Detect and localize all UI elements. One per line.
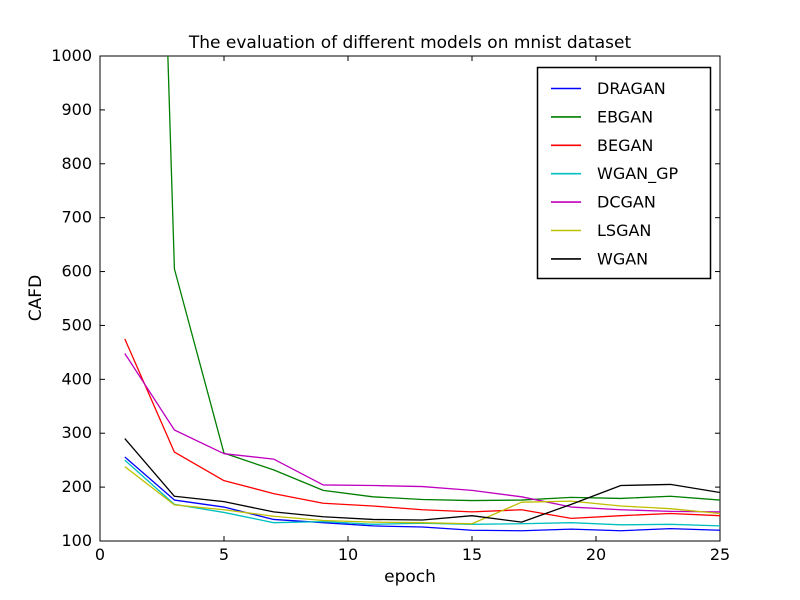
legend-label: WGAN_GP <box>597 164 679 184</box>
y-tick-label: 700 <box>61 208 92 227</box>
y-tick-label: 500 <box>61 315 92 334</box>
legend-label: DRAGAN <box>597 79 666 98</box>
legend-label: WGAN <box>597 249 648 268</box>
x-tick-label: 10 <box>338 545 358 564</box>
legend-label: LSGAN <box>597 221 651 240</box>
y-tick-label: 900 <box>61 100 92 119</box>
y-tick-label: 200 <box>61 477 92 496</box>
series-line-DCGAN <box>124 353 720 513</box>
x-tick-label: 5 <box>219 545 229 564</box>
x-axis-label: epoch <box>384 567 436 587</box>
y-tick-label: 100 <box>61 531 92 550</box>
series-line-WGAN_GP <box>124 459 720 527</box>
legend-label: DCGAN <box>597 193 656 212</box>
x-tick-label: 25 <box>710 545 730 564</box>
series-line-BEGAN <box>124 338 720 520</box>
x-tick-label: 15 <box>462 545 482 564</box>
series-line-WGAN <box>124 438 720 523</box>
y-tick-label: 400 <box>61 369 92 388</box>
y-axis-label: CAFD <box>26 274 46 322</box>
chart-title: The evaluation of different models on mn… <box>188 33 632 53</box>
legend-label: EBGAN <box>597 107 653 126</box>
y-tick-label: 800 <box>61 154 92 173</box>
legend-label: BEGAN <box>597 136 653 155</box>
y-tick-label: 600 <box>61 262 92 281</box>
y-tick-label: 300 <box>61 423 92 442</box>
series-line-DRAGAN <box>124 456 720 532</box>
plot-border <box>99 55 721 542</box>
series-line-LSGAN <box>124 466 720 525</box>
x-tick-label: 20 <box>586 545 606 564</box>
x-tick-label: 0 <box>95 545 105 564</box>
y-tick-label: 1000 <box>51 46 92 65</box>
